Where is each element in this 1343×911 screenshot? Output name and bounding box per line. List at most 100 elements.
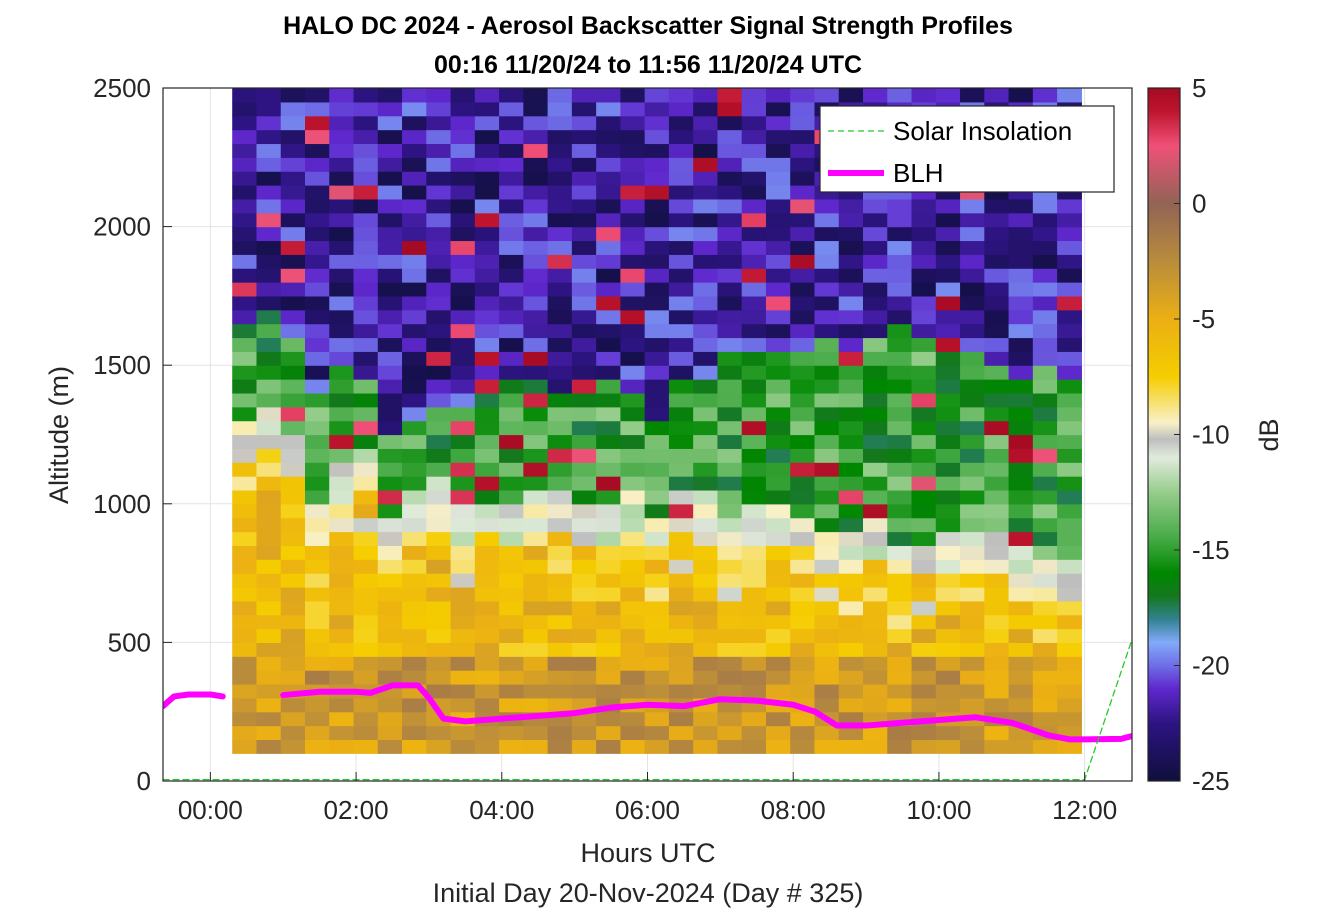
heatmap-cell xyxy=(741,101,767,117)
heatmap-cell xyxy=(668,143,694,158)
heatmap-cell xyxy=(1032,365,1058,380)
heatmap-cell xyxy=(523,586,549,602)
heatmap-cell xyxy=(305,171,330,186)
heatmap-cell xyxy=(523,503,549,519)
heatmap-cell xyxy=(887,337,913,352)
heatmap-cell xyxy=(402,503,427,519)
heatmap-cell xyxy=(887,503,913,519)
heatmap-cell xyxy=(644,600,670,616)
heatmap-cell xyxy=(765,434,791,449)
heatmap-cell xyxy=(863,434,888,449)
heatmap-cell xyxy=(596,309,621,325)
heatmap-cell xyxy=(1057,226,1082,242)
heatmap-cell xyxy=(377,198,403,214)
heatmap-cell xyxy=(426,198,452,214)
heatmap-cell xyxy=(474,420,500,436)
heatmap-cell xyxy=(911,379,937,394)
heatmap-cell xyxy=(523,309,549,325)
heatmap-cell xyxy=(353,143,379,158)
heatmap-cell xyxy=(256,476,282,491)
heatmap-cell xyxy=(1032,282,1058,297)
heatmap-cell xyxy=(523,240,549,255)
heatmap-cell xyxy=(232,489,258,505)
heatmap-cell xyxy=(838,489,864,505)
heatmap-cell xyxy=(426,573,452,588)
heatmap-cell xyxy=(523,365,549,380)
heatmap-cell xyxy=(426,600,452,616)
heatmap-cell xyxy=(838,240,864,255)
heatmap-cell xyxy=(474,531,500,546)
heatmap-cell xyxy=(693,559,719,574)
heatmap-cell xyxy=(911,88,937,103)
heatmap-cell xyxy=(911,282,937,297)
heatmap-cell xyxy=(547,171,573,186)
heatmap-cell xyxy=(523,337,549,352)
heatmap-cell xyxy=(402,101,427,117)
heatmap-cell xyxy=(790,489,816,505)
heatmap-cell xyxy=(960,489,985,505)
heatmap-cell xyxy=(596,711,621,727)
heatmap-cell xyxy=(790,254,816,269)
heatmap-cell xyxy=(232,282,258,297)
heatmap-cell xyxy=(814,309,840,325)
heatmap-cell xyxy=(935,656,961,671)
heatmap-cell xyxy=(814,434,840,449)
heatmap-cell xyxy=(620,392,646,408)
heatmap-cell xyxy=(984,531,1010,546)
heatmap-cell xyxy=(1008,268,1034,283)
heatmap-cell xyxy=(814,656,840,671)
heatmap-cell xyxy=(499,254,524,269)
heatmap-cell xyxy=(984,559,1010,574)
heatmap-cell xyxy=(426,157,452,172)
heatmap-cell xyxy=(1057,88,1082,103)
heatmap-cell xyxy=(426,392,452,408)
heatmap-cell xyxy=(402,351,427,366)
heatmap-cell xyxy=(232,379,258,394)
heatmap-cell xyxy=(523,489,549,505)
heatmap-cell xyxy=(644,448,670,463)
heatmap-cell xyxy=(693,711,719,727)
heatmap-cell xyxy=(426,309,452,325)
heatmap-cell xyxy=(523,171,549,186)
heatmap-cell xyxy=(1032,448,1058,463)
heatmap-cell xyxy=(935,545,961,560)
heatmap-cell xyxy=(1008,683,1034,699)
heatmap-cell xyxy=(305,711,330,727)
heatmap-cell xyxy=(426,115,452,131)
heatmap-cell xyxy=(1032,628,1058,643)
heatmap-cell xyxy=(305,379,330,394)
heatmap-cell xyxy=(305,614,330,630)
heatmap-cell xyxy=(305,517,330,533)
heatmap-cell xyxy=(911,420,937,436)
heatmap-cell xyxy=(984,337,1010,352)
heatmap-cell xyxy=(426,670,452,685)
heatmap-cell xyxy=(305,392,330,408)
heatmap-cell xyxy=(450,670,476,685)
heatmap-cell xyxy=(814,337,840,352)
heatmap-cell xyxy=(911,226,937,242)
heatmap-cell xyxy=(426,365,452,380)
heatmap-cell xyxy=(911,725,937,741)
heatmap-cell xyxy=(644,642,670,657)
heatmap-cell xyxy=(838,476,864,491)
heatmap-cell xyxy=(547,185,573,200)
heatmap-cell xyxy=(353,309,379,325)
heatmap-cell xyxy=(911,392,937,408)
heatmap-cell xyxy=(402,489,427,505)
heatmap-cell xyxy=(814,517,840,533)
heatmap-cell xyxy=(547,129,573,145)
heatmap-cell xyxy=(280,739,306,754)
heatmap-cell xyxy=(960,656,985,671)
heatmap-cell xyxy=(644,489,670,505)
heatmap-cell xyxy=(499,282,524,297)
heatmap-cell xyxy=(814,573,840,588)
heatmap-cell xyxy=(523,434,549,449)
heatmap-cell xyxy=(280,462,306,477)
heatmap-cell xyxy=(620,379,646,394)
heatmap-cell xyxy=(1008,434,1034,449)
heatmap-cell xyxy=(571,185,597,200)
heatmap-cell xyxy=(765,545,791,560)
heatmap-cell xyxy=(450,226,476,242)
heatmap-cell xyxy=(911,351,937,366)
heatmap-cell xyxy=(790,309,816,325)
